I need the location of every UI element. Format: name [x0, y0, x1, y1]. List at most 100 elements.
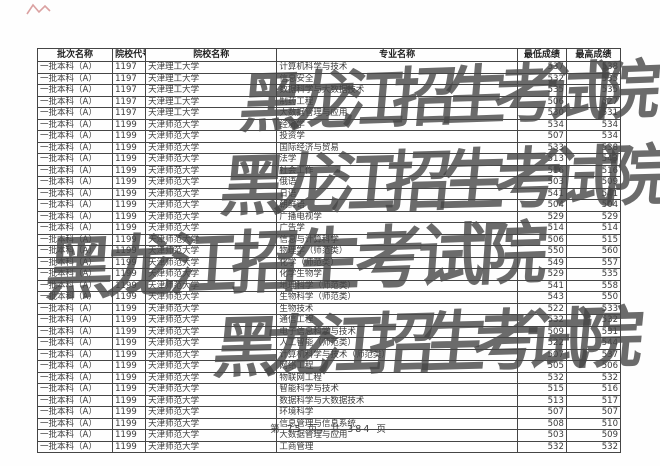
table-row: 一批本科（A） 1199 天津师范大学 国际经济与贸易 533 538: [36, 141, 622, 154]
code-cell: 1197: [112, 84, 147, 97]
table-row: 一批本科（A） 1199 天津师范大学 经济学 534 534: [36, 118, 622, 131]
min-score-cell: 532: [516, 72, 567, 85]
code-cell: 1199: [112, 302, 147, 315]
table-row: 一批本科（A） 1199 天津师范大学 投资学 507 534: [36, 130, 622, 143]
max-score-cell: 516: [565, 164, 622, 177]
school-cell: 天津师范大学: [145, 268, 278, 281]
code-cell: 1199: [112, 233, 147, 246]
code-cell: 1199: [112, 118, 147, 131]
major-cell: 投资学: [276, 130, 518, 143]
max-score-cell: 541: [565, 187, 622, 200]
major-cell: 智能科学与技术: [276, 383, 518, 396]
column-header-major: 专业名称: [276, 48, 518, 62]
code-cell: 1199: [112, 256, 147, 269]
min-score-cell: 534: [516, 118, 567, 131]
code-cell: 1199: [112, 210, 147, 223]
batch-cell: 一批本科（A）: [36, 141, 114, 154]
batch-cell: 一批本科（A）: [36, 348, 114, 361]
min-score-cell: 530: [516, 107, 567, 120]
table-row: 一批本科（A） 1199 天津师范大学 通信工程 532 532: [36, 314, 622, 327]
column-header-code: 院校代号: [112, 48, 147, 62]
major-cell: 计算机科学与技术（师范类）: [276, 348, 518, 361]
table-row: 一批本科（A） 1199 天津师范大学 人工智能（师范类） 522 544: [36, 337, 622, 350]
min-score-cell: 550: [516, 245, 567, 258]
batch-cell: 一批本科（A）: [36, 210, 114, 223]
table-row: 一批本科（A） 1199 天津师范大学 大数据管理与应用 503 509: [36, 429, 622, 442]
max-score-cell: 516: [565, 383, 622, 396]
batch-cell: 一批本科（A）: [36, 199, 114, 212]
max-score-cell: 532: [565, 314, 622, 327]
code-cell: 1199: [112, 348, 147, 361]
code-cell: 1199: [112, 245, 147, 258]
max-score-cell: 531: [565, 107, 622, 120]
max-score-cell: 529: [565, 210, 622, 223]
batch-cell: 一批本科（A）: [36, 61, 114, 74]
code-cell: 1199: [112, 394, 147, 407]
code-cell: 1199: [112, 360, 147, 373]
batch-cell: 一批本科（A）: [36, 291, 114, 304]
school-cell: 天津师范大学: [145, 325, 278, 338]
table-row: 一批本科（A） 1199 天津师范大学 广告学 514 514: [36, 222, 622, 235]
batch-cell: 一批本科（A）: [36, 268, 114, 281]
max-score-cell: 543: [565, 153, 622, 166]
table-row: 一批本科（A） 1199 天津师范大学 工商管理 532 532: [36, 440, 622, 453]
batch-cell: 一批本科（A）: [36, 176, 114, 189]
code-cell: 1199: [112, 268, 147, 281]
min-score-cell: 535: [516, 84, 567, 97]
batch-cell: 一批本科（A）: [36, 302, 114, 315]
max-score-cell: 532: [565, 440, 622, 453]
table-row: 一批本科（A） 1197 天津理工大学 计算机科学与技术 537 538: [36, 61, 622, 74]
code-cell: 1199: [112, 187, 147, 200]
school-cell: 天津理工大学: [145, 95, 278, 108]
batch-cell: 一批本科（A）: [36, 337, 114, 350]
max-score-cell: 534: [565, 130, 622, 143]
min-score-cell: 549: [516, 256, 567, 269]
school-cell: 天津理工大学: [145, 84, 278, 97]
table-header-row: 批次名称 院校代号 院校名称 专业名称 最低成绩 最高成绩: [36, 48, 622, 62]
major-cell: 电子信息科学与技术: [276, 325, 518, 338]
min-score-cell: 529: [516, 210, 567, 223]
admission-score-table: 批次名称 院校代号 院校名称 专业名称 最低成绩 最高成绩 一批本科（A） 11…: [36, 48, 622, 453]
batch-cell: 一批本科（A）: [36, 95, 114, 108]
table-row: 一批本科（A） 1199 天津师范大学 生物科学（师范类） 543 550: [36, 291, 622, 304]
min-score-cell: 504: [516, 199, 567, 212]
max-score-cell: 515: [565, 233, 622, 246]
max-score-cell: 535: [565, 268, 622, 281]
batch-cell: 一批本科（A）: [36, 371, 114, 384]
min-score-cell: 543: [516, 291, 567, 304]
major-cell: 制药工程: [276, 95, 518, 108]
table-row: 一批本科（A） 1199 天津师范大学 智能科学与技术 515 516: [36, 383, 622, 396]
max-score-cell: 558: [565, 279, 622, 292]
max-score-cell: 509: [565, 176, 622, 189]
school-cell: 天津师范大学: [145, 199, 278, 212]
table-row: 一批本科（A） 1199 天津师范大学 社会工作 516 516: [36, 164, 622, 177]
code-cell: 1199: [112, 279, 147, 292]
code-cell: 1199: [112, 337, 147, 350]
major-cell: 生物科学（师范类）: [276, 291, 518, 304]
min-score-cell: 513: [516, 153, 567, 166]
code-cell: 1199: [112, 130, 147, 143]
batch-cell: 一批本科（A）: [36, 153, 114, 166]
code-cell: 1199: [112, 164, 147, 177]
school-cell: 天津师范大学: [145, 233, 278, 246]
school-cell: 天津师范大学: [145, 141, 278, 154]
min-score-cell: 509: [516, 325, 567, 338]
max-score-cell: 504: [565, 199, 622, 212]
min-score-cell: 506: [516, 95, 567, 108]
school-cell: 天津师范大学: [145, 394, 278, 407]
table-row: 一批本科（A） 1199 天津师范大学 电子信息科学与技术 509 531: [36, 325, 622, 338]
table-row: 一批本科（A） 1197 天津理工大学 数据科学与大数据技术 535 535: [36, 84, 622, 97]
major-cell: 大数据管理与应用: [276, 107, 518, 120]
major-cell: 信息与计算科学: [276, 233, 518, 246]
column-header-max-score: 最高成绩: [565, 48, 622, 62]
major-cell: 数据科学与大数据技术: [276, 84, 518, 97]
code-cell: 1199: [112, 371, 147, 384]
major-cell: 通信工程: [276, 314, 518, 327]
min-score-cell: 505: [516, 360, 567, 373]
code-cell: 1199: [112, 222, 147, 235]
batch-cell: 一批本科（A）: [36, 256, 114, 269]
code-cell: 1199: [112, 406, 147, 419]
min-score-cell: 522: [516, 337, 567, 350]
code-cell: 1199: [112, 291, 147, 304]
